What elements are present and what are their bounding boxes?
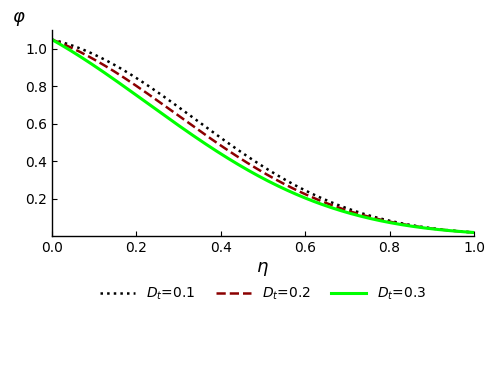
$D_t$=0.2 (471, 230, 477, 235)
$D_t$=0.1 (308, 190, 314, 195)
Legend: $D_t$=0.1, $D_t$=0.2, $D_t$=0.3: $D_t$=0.1, $D_t$=0.2, $D_t$=0.3 (94, 280, 432, 308)
Line: $D_t$=0.3: $D_t$=0.3 (52, 40, 474, 232)
Line: $D_t$=0.1: $D_t$=0.1 (52, 40, 474, 232)
$D_t$=0.1 (471, 230, 477, 235)
Y-axis label: φ: φ (12, 8, 24, 26)
$D_t$=0.2 (308, 194, 314, 199)
$D_t$=0.1 (300, 187, 306, 192)
$D_t$=0.3 (471, 230, 477, 235)
$D_t$=0.2 (432, 226, 438, 231)
$D_t$=0.1 (50, 38, 56, 42)
$D_t$=0.3 (299, 194, 305, 199)
$D_t$=0.1 (49, 38, 55, 42)
$D_t$=0.3 (300, 195, 306, 200)
$D_t$=0.3 (308, 198, 314, 202)
$D_t$=0.2 (404, 223, 410, 227)
$D_t$=0.1 (432, 226, 438, 231)
Line: $D_t$=0.2: $D_t$=0.2 (52, 40, 474, 232)
$D_t$=0.2 (299, 190, 305, 195)
$D_t$=0.3 (404, 224, 410, 228)
$D_t$=0.2 (50, 38, 56, 42)
$D_t$=0.3 (49, 38, 55, 42)
$D_t$=0.2 (300, 191, 306, 195)
$D_t$=0.1 (404, 222, 410, 227)
$D_t$=0.1 (299, 186, 305, 191)
$D_t$=0.2 (49, 38, 55, 42)
$D_t$=0.3 (50, 38, 56, 43)
X-axis label: η: η (258, 258, 268, 276)
$D_t$=0.3 (432, 227, 438, 231)
